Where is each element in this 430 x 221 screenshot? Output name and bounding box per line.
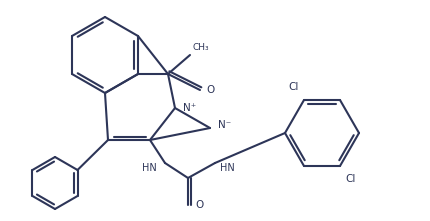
Text: Cl: Cl [344, 174, 355, 184]
Text: N⁺: N⁺ [183, 103, 196, 113]
Text: HN: HN [142, 163, 157, 173]
Text: CH₃: CH₃ [193, 43, 209, 52]
Text: Cl: Cl [288, 82, 298, 92]
Text: O: O [206, 85, 214, 95]
Text: HN: HN [219, 163, 234, 173]
Text: N⁻: N⁻ [218, 120, 231, 130]
Text: O: O [194, 200, 203, 210]
